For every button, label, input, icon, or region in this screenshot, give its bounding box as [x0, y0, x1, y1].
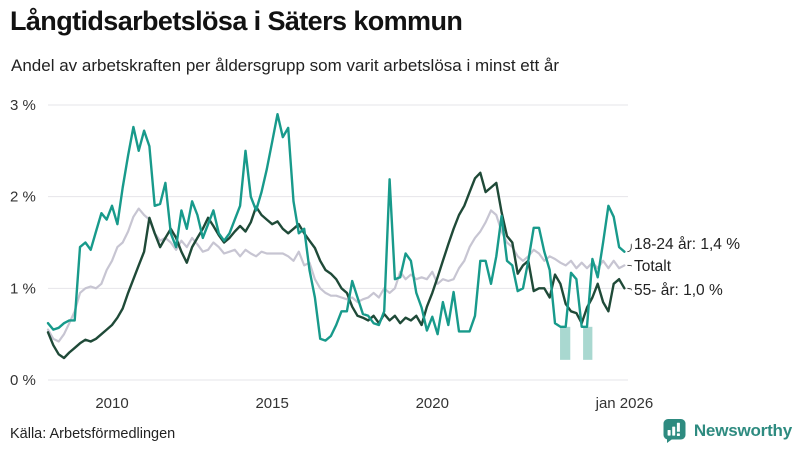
legend-connector: [627, 243, 632, 253]
legend-label-totalt: Totalt: [634, 258, 672, 275]
legend-connector: [627, 264, 632, 267]
chart-subtitle: Andel av arbetskraften per åldersgrupp s…: [11, 56, 560, 75]
y-axis-label: 2 %: [10, 189, 36, 206]
x-axis-label: 2020: [416, 395, 449, 412]
legend-label-55-ar: 55- år: 1,0 %: [634, 282, 723, 299]
page-title: Långtidsarbetslösa i Säters kommun: [10, 6, 463, 36]
x-axis-label: 2010: [95, 395, 128, 412]
x-axis-label: jan 2026: [595, 395, 654, 412]
highlight-bar: [560, 326, 571, 360]
legend-label-18-24-ar: 18-24 år: 1,4 %: [634, 236, 740, 253]
highlight-bar: [583, 326, 593, 360]
series-line-55-ar: [46, 171, 626, 360]
legend-connector: [627, 287, 632, 291]
source-attribution: Källa: Arbetsförmedlingen: [10, 426, 176, 442]
newsworthy-branding: Newsworthy: [663, 418, 792, 444]
y-axis-label: 0 %: [10, 372, 36, 389]
y-axis-label: 1 %: [10, 280, 36, 297]
newsworthy-wordmark: Newsworthy: [693, 421, 792, 440]
newsworthy-logo-icon: [663, 419, 686, 443]
y-axis-label: 3 %: [10, 97, 36, 114]
series-line-18-24-ar: [46, 112, 626, 342]
x-axis-label: 2015: [255, 395, 288, 412]
